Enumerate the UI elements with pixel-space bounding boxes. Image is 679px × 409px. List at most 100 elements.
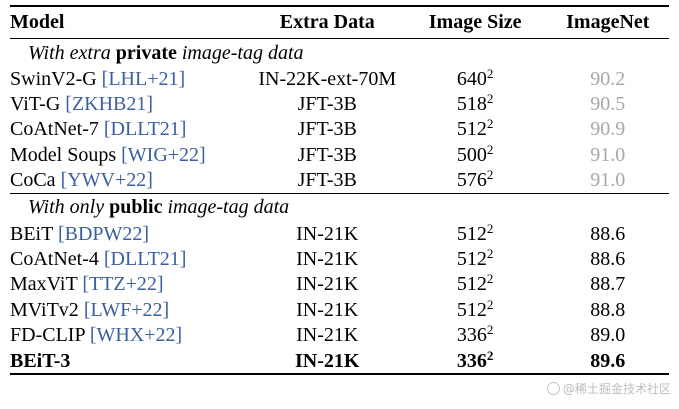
image-size-value: 512 xyxy=(456,222,487,245)
cell-extra-data: IN-21K xyxy=(296,248,359,271)
section-label-suffix: image-tag data xyxy=(176,41,304,64)
model-name: CoCa xyxy=(10,169,61,192)
image-size-value: 512 xyxy=(456,273,487,296)
header-row: Model Extra Data Image Size ImageNet xyxy=(10,6,669,39)
table-row: CoAtNet-7 [DLLT21] JFT-3B 5122 90.9 xyxy=(10,117,669,142)
cell-model: SwinV2-G [LHL+21] xyxy=(10,66,251,91)
cell-image-size: 5182 xyxy=(404,91,547,116)
image-size-exponent: 2 xyxy=(486,296,494,312)
image-size-exponent: 2 xyxy=(486,347,494,363)
citation-link[interactable]: [TTZ+22] xyxy=(82,273,164,296)
cell-imagenet: 88.6 xyxy=(590,248,626,271)
table-body: With extra private image-tag data SwinV2-… xyxy=(10,39,669,376)
section-label-prefix: With extra xyxy=(28,41,116,64)
table-row: MViTv2 [LWF+22] IN-21K 5122 88.8 xyxy=(10,297,669,322)
citation-link[interactable]: [YWV+22] xyxy=(60,169,153,192)
table-row: BEiT [BDPW22] IN-21K 5122 88.6 xyxy=(10,221,669,246)
citation-link[interactable]: [ZKHB21] xyxy=(65,93,154,116)
citation-link[interactable]: [LHL+21] xyxy=(101,67,186,90)
image-size-exponent: 2 xyxy=(486,271,494,287)
cell-extra-data: IN-21K xyxy=(250,347,404,376)
cell-image-size: 5122 xyxy=(404,272,547,297)
table-row: SwinV2-G [LHL+21] IN-22K-ext-70M 6402 90.2 xyxy=(10,66,669,91)
table-row: CoAtNet-4 [DLLT21] IN-21K 5122 88.6 xyxy=(10,246,669,271)
section-label: With extra private image-tag data xyxy=(10,39,669,67)
header-extra-data: Extra Data xyxy=(250,6,404,39)
section-label-prefix: With only xyxy=(28,196,110,219)
cell-extra-data: IN-21K xyxy=(296,273,359,296)
model-name: FD-CLIP xyxy=(10,324,90,347)
image-size-exponent: 2 xyxy=(486,246,494,262)
cell-imagenet: 89.6 xyxy=(546,347,669,376)
cell-model: Model Soups [WIG+22] xyxy=(10,142,251,167)
cell-extra-data: IN-21K xyxy=(296,222,359,245)
comparison-table: Model Extra Data Image Size ImageNet Wit… xyxy=(10,5,669,376)
citation-link[interactable]: [BDPW22] xyxy=(57,222,150,245)
cell-image-size: 5122 xyxy=(404,297,547,322)
cell-imagenet: 90.2 xyxy=(590,67,626,90)
table-row: Model Soups [WIG+22] JFT-3B 5002 91.0 xyxy=(10,142,669,167)
cell-model: MViTv2 [LWF+22] xyxy=(10,297,251,322)
table-row: FD-CLIP [WHX+22] IN-21K 3362 89.0 xyxy=(10,323,669,348)
cell-extra-data: IN-21K xyxy=(296,298,359,321)
citation-link[interactable]: [DLLT21] xyxy=(103,118,187,141)
image-size-exponent: 2 xyxy=(486,167,494,183)
table-row: MaxViT [TTZ+22] IN-21K 5122 88.7 xyxy=(10,272,669,297)
model-name: BEiT-3 xyxy=(10,349,71,372)
model-name: MaxViT xyxy=(10,273,83,296)
citation-link[interactable]: [WIG+22] xyxy=(121,143,206,166)
image-size-value: 512 xyxy=(456,298,487,321)
citation-link[interactable]: [WHX+22] xyxy=(89,324,183,347)
cell-imagenet: 88.6 xyxy=(590,222,626,245)
cell-extra-data: JFT-3B xyxy=(297,143,357,166)
cell-extra-data: JFT-3B xyxy=(297,118,357,141)
cell-image-size: 5122 xyxy=(404,117,547,142)
cell-image-size: 5122 xyxy=(404,221,547,246)
citation-link[interactable]: [LWF+22] xyxy=(83,298,170,321)
cell-model: ViT-G [ZKHB21] xyxy=(10,91,251,116)
image-size-exponent: 2 xyxy=(486,220,494,236)
image-size-exponent: 2 xyxy=(486,91,494,107)
model-name: ViT-G xyxy=(10,93,66,116)
cell-image-size: 3362 xyxy=(404,323,547,348)
header-model: Model xyxy=(10,6,251,39)
cell-image-size: 5122 xyxy=(404,246,547,271)
image-size-value: 336 xyxy=(456,324,487,347)
image-size-value: 500 xyxy=(456,143,487,166)
section-label-suffix: image-tag data xyxy=(162,196,290,219)
cell-imagenet: 90.5 xyxy=(590,93,626,116)
watermark-text: @稀土掘金技术社区 xyxy=(562,382,671,396)
image-size-exponent: 2 xyxy=(486,116,494,132)
cell-image-size: 5002 xyxy=(404,142,547,167)
model-name: CoAtNet-7 xyxy=(10,118,104,141)
table-row: CoCa [YWV+22] JFT-3B 5762 91.0 xyxy=(10,168,669,194)
image-size-exponent: 2 xyxy=(486,322,494,338)
cell-imagenet: 90.9 xyxy=(590,118,626,141)
cell-imagenet: 89.0 xyxy=(590,324,626,347)
cell-imagenet: 91.0 xyxy=(590,143,626,166)
model-name: CoAtNet-4 xyxy=(10,248,104,271)
image-size-value: 576 xyxy=(456,169,487,192)
cell-extra-data: IN-22K-ext-70M xyxy=(258,67,397,90)
model-name: MViTv2 xyxy=(10,298,84,321)
image-size-value: 336 xyxy=(456,349,487,372)
image-size-value: 512 xyxy=(456,248,487,271)
cell-model: BEiT [BDPW22] xyxy=(10,221,251,246)
section-header-row: With only public image-tag data xyxy=(10,192,669,221)
model-name: SwinV2-G xyxy=(10,67,102,90)
table-row: BEiT-3 IN-21K 3362 89.6 xyxy=(10,347,669,376)
cell-imagenet: 88.8 xyxy=(590,298,626,321)
table-row: ViT-G [ZKHB21] JFT-3B 5182 90.5 xyxy=(10,91,669,116)
section-label-emphasis: public xyxy=(109,196,163,219)
cell-model: CoAtNet-4 [DLLT21] xyxy=(10,246,251,271)
image-size-exponent: 2 xyxy=(486,65,494,81)
model-name: BEiT xyxy=(10,222,58,245)
model-name: Model Soups xyxy=(10,143,122,166)
image-size-exponent: 2 xyxy=(486,141,494,157)
citation-link[interactable]: [DLLT21] xyxy=(103,248,187,271)
section-label-emphasis: private xyxy=(115,41,177,64)
header-imagenet: ImageNet xyxy=(546,6,669,39)
watermark-icon xyxy=(546,382,560,395)
cell-model: FD-CLIP [WHX+22] xyxy=(10,323,251,348)
